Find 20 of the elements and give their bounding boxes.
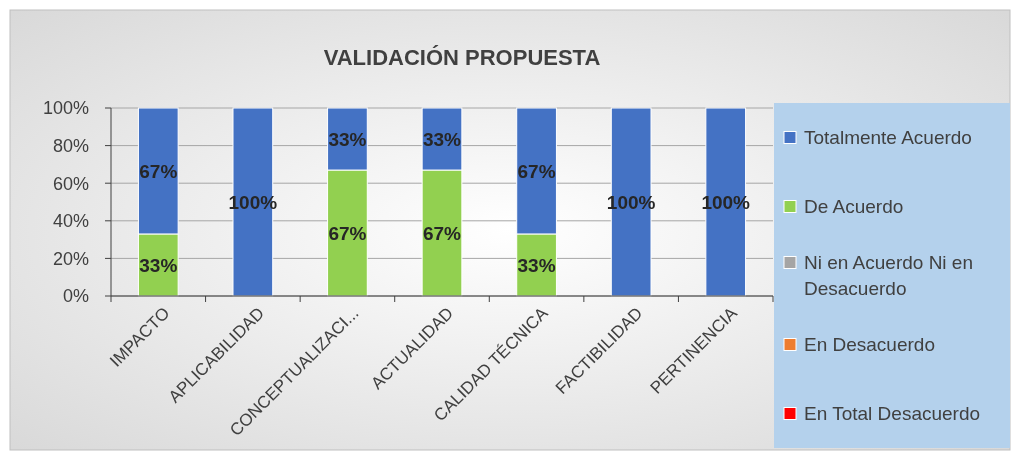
legend-label: Ni en Acuerdo Ni en Desacuerdo — [804, 252, 973, 300]
data-label: 33% — [422, 128, 462, 150]
legend-label: Totalmente Acuerdo — [804, 127, 972, 149]
data-label: 67% — [139, 160, 178, 182]
data-label: 33% — [328, 128, 367, 150]
y-tick-label: 0% — [62, 286, 89, 307]
y-tick-label: 80% — [52, 135, 89, 156]
legend-label: En Desacuerdo — [804, 334, 935, 356]
chart-title: VALIDACIÓN PROPUESTA — [323, 45, 601, 70]
data-label: 67% — [422, 222, 462, 244]
data-label: 67% — [328, 222, 367, 244]
y-tick-label: 60% — [52, 173, 89, 194]
y-tick-label: 40% — [52, 211, 89, 232]
y-tick-label: 20% — [52, 248, 89, 269]
legend-label: De Acuerdo — [804, 196, 904, 218]
data-label: 33% — [517, 254, 556, 276]
data-label: 67% — [517, 160, 556, 182]
data-label: 33% — [139, 254, 178, 276]
y-tick-label: 100% — [42, 98, 89, 119]
legend-label: En Total Desacuerdo — [804, 403, 981, 425]
